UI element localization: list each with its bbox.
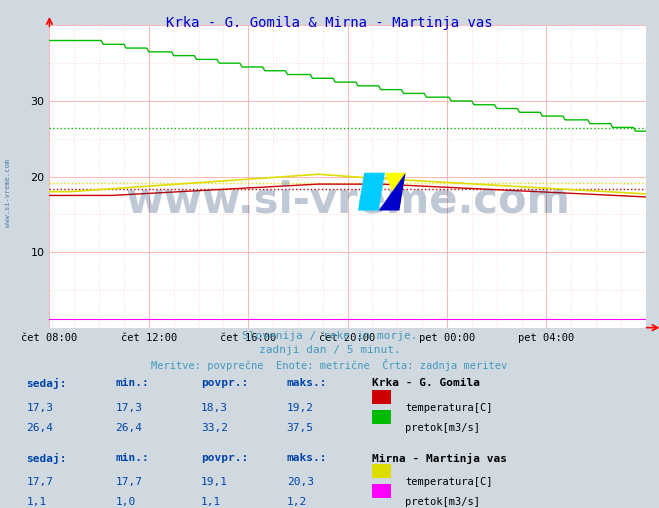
Text: maks.:: maks.:: [287, 453, 327, 463]
Text: www.si-vreme.com: www.si-vreme.com: [125, 180, 570, 221]
Text: 1,2: 1,2: [287, 497, 307, 507]
Text: 17,3: 17,3: [26, 403, 53, 413]
Text: 17,7: 17,7: [115, 477, 142, 487]
Text: 18,3: 18,3: [201, 403, 228, 413]
Text: 1,1: 1,1: [201, 497, 221, 507]
Text: pretok[m3/s]: pretok[m3/s]: [405, 497, 480, 507]
Text: 20,3: 20,3: [287, 477, 314, 487]
Text: pretok[m3/s]: pretok[m3/s]: [405, 423, 480, 433]
Text: min.:: min.:: [115, 453, 149, 463]
Text: 1,1: 1,1: [26, 497, 47, 507]
Text: Slovenija / reke in morje.: Slovenija / reke in morje.: [242, 331, 417, 341]
Text: Krka - G. Gomila: Krka - G. Gomila: [372, 378, 480, 389]
Text: povpr.:: povpr.:: [201, 453, 248, 463]
Polygon shape: [358, 173, 385, 210]
Text: 26,4: 26,4: [115, 423, 142, 433]
Text: 19,2: 19,2: [287, 403, 314, 413]
Text: 1,0: 1,0: [115, 497, 136, 507]
Text: 37,5: 37,5: [287, 423, 314, 433]
Text: 17,3: 17,3: [115, 403, 142, 413]
Polygon shape: [379, 173, 405, 210]
Text: www.si-vreme.com: www.si-vreme.com: [5, 159, 11, 227]
Text: 17,7: 17,7: [26, 477, 53, 487]
Text: 19,1: 19,1: [201, 477, 228, 487]
Text: maks.:: maks.:: [287, 378, 327, 389]
Text: povpr.:: povpr.:: [201, 378, 248, 389]
Text: Meritve: povprečne  Enote: metrične  Črta: zadnja meritev: Meritve: povprečne Enote: metrične Črta:…: [152, 359, 507, 371]
Text: sedaj:: sedaj:: [26, 378, 67, 390]
Text: min.:: min.:: [115, 378, 149, 389]
Polygon shape: [385, 173, 405, 210]
Text: Krka - G. Gomila & Mirna - Martinja vas: Krka - G. Gomila & Mirna - Martinja vas: [166, 16, 493, 30]
Text: zadnji dan / 5 minut.: zadnji dan / 5 minut.: [258, 345, 401, 356]
Text: sedaj:: sedaj:: [26, 453, 67, 464]
Text: temperatura[C]: temperatura[C]: [405, 477, 493, 487]
Text: 33,2: 33,2: [201, 423, 228, 433]
Text: temperatura[C]: temperatura[C]: [405, 403, 493, 413]
Text: 26,4: 26,4: [26, 423, 53, 433]
Text: Mirna - Martinja vas: Mirna - Martinja vas: [372, 453, 507, 464]
